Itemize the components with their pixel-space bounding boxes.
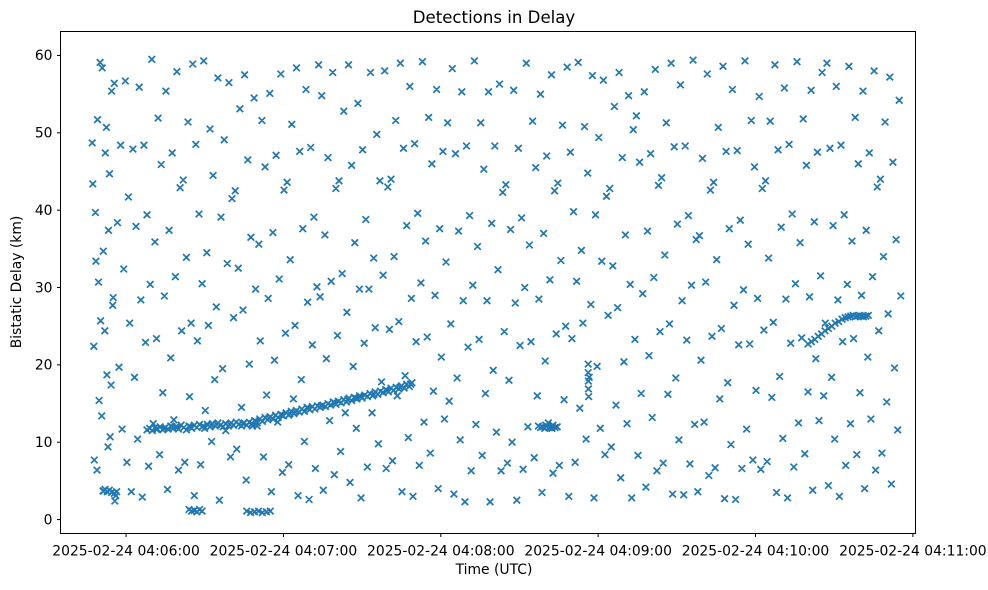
- x-tick-label: 2025-02-24 04:09:00: [524, 544, 672, 560]
- y-tick-label: 50: [35, 126, 53, 142]
- plot-area: [60, 31, 916, 534]
- chart-title: Detections in Delay: [412, 8, 576, 27]
- y-tick-label: 20: [35, 358, 53, 374]
- series-main-track: [143, 378, 416, 435]
- x-tick-label: 2025-02-24 04:06:00: [52, 544, 200, 560]
- y-axis-label: Bistatic Delay (km): [9, 215, 25, 349]
- x-tick-label: 2025-02-24 04:10:00: [682, 544, 830, 560]
- y-tick-label: 60: [35, 48, 53, 64]
- y-tick-label: 40: [35, 203, 53, 219]
- y-tick-label: 30: [35, 280, 53, 296]
- y-tick-label: 0: [44, 512, 53, 528]
- x-axis-label: Time (UTC): [455, 562, 533, 578]
- x-tick-label: 2025-02-24 04:08:00: [367, 544, 515, 560]
- x-tick-label: 2025-02-24 04:07:00: [210, 544, 358, 560]
- y-tick-label: 10: [35, 435, 53, 451]
- series-clutter: [88, 55, 905, 517]
- series-secondary-track: [804, 311, 873, 348]
- x-tick-label: 2025-02-24 04:11:00: [839, 544, 987, 560]
